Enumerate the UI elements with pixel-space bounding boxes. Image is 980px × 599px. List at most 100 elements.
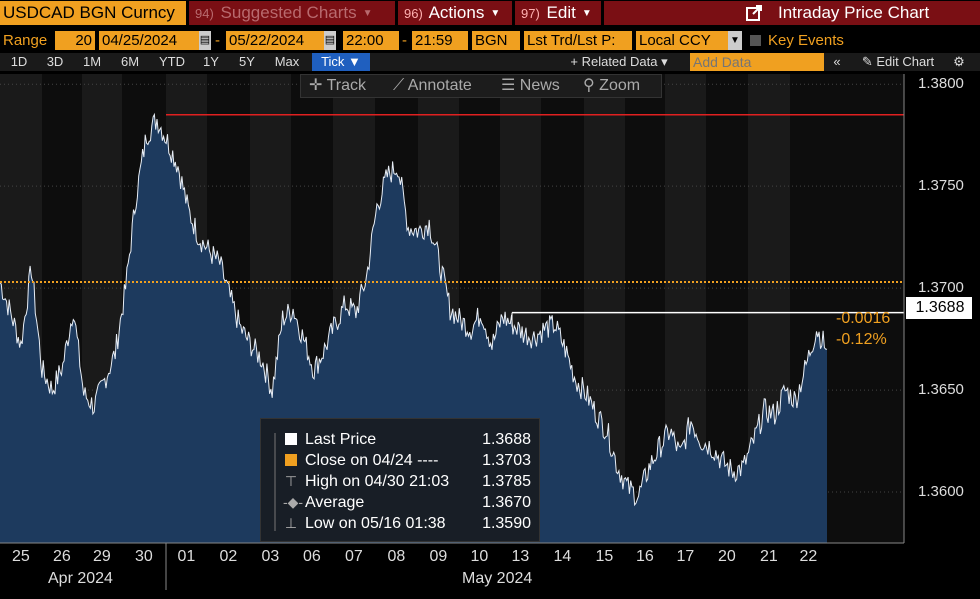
period-button-1m[interactable]: 1M (82, 54, 102, 69)
x-tick-label: 03 (261, 548, 280, 565)
x-tick-label: 01 (177, 548, 196, 565)
top-toolbar: USDCAD BGN Curncy 94) Suggested Charts ▼ … (0, 0, 980, 26)
edit-label: Edit (546, 3, 576, 22)
legend-high: ⊤ High on 04/30 21:03 1.3785 (261, 471, 541, 492)
legend-last-price-value: 1.3688 (482, 431, 531, 448)
news-tool[interactable]: ☰ News (501, 75, 560, 97)
ticker-field[interactable]: USDCAD BGN Curncy (0, 1, 186, 25)
legend-close-label: Close on 04/24 ---- (305, 452, 439, 469)
currency-field[interactable]: Local CCY (636, 31, 728, 50)
news-label: News (519, 77, 560, 94)
edit-chart-label: Edit Chart (876, 54, 935, 69)
zoom-tool[interactable]: ⚲ Zoom (583, 75, 640, 97)
x-tick-label: 07 (345, 548, 363, 565)
legend-average-value: 1.3670 (482, 494, 531, 511)
y-tick-label: 1.3800 (918, 75, 964, 93)
y-tick-label: 1.3750 (918, 177, 964, 195)
calendar-icon[interactable]: ▤ (199, 31, 211, 50)
chevron-down-icon: ▼ (581, 8, 592, 19)
related-data-button[interactable]: + Related Data ▾ (570, 54, 668, 69)
legend-close: Close on 04/24 ---- 1.3703 (261, 450, 541, 471)
add-data-input[interactable] (690, 53, 824, 71)
x-tick-label: 15 (595, 548, 614, 565)
legend-low: ⊥ Low on 05/16 01:38 1.3590 (261, 513, 541, 534)
x-tick-label: 20 (718, 548, 736, 565)
period-button-1d[interactable]: 1D (10, 54, 28, 69)
x-tick-label: 16 (636, 548, 654, 565)
last-price-box: 1.3688 (906, 297, 972, 319)
legend-high-label: High on 04/30 21:03 (305, 473, 450, 490)
range-dash: - (215, 32, 220, 49)
legend-box[interactable]: Last Price 1.3688 Close on 04/24 ---- 1.37… (260, 418, 540, 542)
white-swatch-icon (285, 433, 297, 445)
change-pct: -0.12% (836, 331, 887, 348)
key-events-checkbox[interactable] (750, 35, 761, 46)
collapse-icon[interactable]: « (833, 54, 841, 69)
annotate-tool[interactable]: ⟋ Annotate (393, 75, 472, 97)
future-band (827, 74, 904, 543)
x-tick-label: 30 (135, 548, 153, 565)
mode-field[interactable]: Lst Trd/Lst P: (524, 31, 632, 50)
legend-high-value: 1.3785 (482, 473, 531, 490)
actions-button[interactable]: 96) Actions ▼ (398, 1, 512, 25)
track-label: Track (326, 77, 366, 94)
x-tick-label: 26 (53, 548, 71, 565)
legend-average-label: Average (305, 494, 365, 511)
period-button-3d[interactable]: 3D (46, 54, 64, 69)
legend-average: -◆- Average 1.3670 (261, 492, 541, 513)
period-button-1y[interactable]: 1Y (203, 54, 219, 69)
y-tick-label: 1.3700 (918, 279, 964, 297)
edit-chart-button[interactable]: ✎ Edit Chart (852, 53, 944, 71)
chart-title: Intraday Price Chart (778, 3, 930, 22)
period-button-max[interactable]: Max (274, 54, 300, 69)
average-marker-icon: -◆- (283, 494, 304, 510)
price-line (0, 112, 828, 507)
y-tick-label: 1.3600 (918, 483, 964, 501)
low-marker-icon: ⊥ (284, 515, 298, 531)
end-date-field[interactable]: 05/22/2024 (226, 31, 324, 50)
actions-label: Actions (428, 3, 485, 22)
period-button-tick[interactable]: Tick ▼ (312, 53, 370, 71)
time-dash: - (402, 32, 407, 49)
zoom-label: Zoom (599, 77, 641, 94)
period-button-5y[interactable]: 5Y (239, 54, 255, 69)
magnifier-icon: ⚲ (583, 77, 595, 94)
x-tick-label: 10 (470, 548, 489, 565)
key-events-label: Key Events (768, 32, 844, 49)
change-abs: -0.0016 (836, 310, 891, 327)
x-tick-label: 08 (387, 548, 406, 565)
x-tick-label: 06 (303, 548, 321, 565)
period-button-ytd[interactable]: YTD (159, 54, 185, 69)
edit-number: 97) (521, 6, 540, 21)
range-label: Range (3, 32, 48, 49)
suggested-charts-button[interactable]: 94) Suggested Charts ▼ (189, 1, 395, 25)
legend-bracket (274, 433, 276, 531)
end-time-field[interactable]: 21:59 (412, 31, 468, 50)
legend-last-price: Last Price 1.3688 (261, 429, 541, 450)
chart-tools: ✛ Track ⟋ Annotate ☰ News ⚲ Zoom (300, 74, 662, 98)
actions-number: 96) (404, 6, 423, 21)
x-tick-label: 13 (511, 548, 530, 565)
x-tick-label: 29 (93, 548, 111, 565)
chevron-down-icon[interactable]: ▼ (728, 31, 742, 50)
edit-button[interactable]: 97) Edit ▼ (515, 1, 601, 25)
calendar-icon[interactable]: ▤ (324, 31, 336, 50)
track-tool[interactable]: ✛ Track (309, 75, 366, 97)
start-time-field[interactable]: 22:00 (343, 31, 399, 50)
pencil-icon: ✎ (861, 54, 873, 69)
suggested-charts-number: 94) (195, 6, 214, 21)
period-button-6m[interactable]: 6M (120, 54, 140, 69)
chevron-down-icon: ▼ (490, 8, 501, 19)
price-area (0, 114, 827, 543)
y-tick-label: 1.3650 (918, 381, 964, 399)
range-days-field[interactable]: 20 (55, 31, 95, 50)
x-tick-label: 25 (12, 548, 30, 565)
start-date-field[interactable]: 04/25/2024 (99, 31, 199, 50)
legend-low-value: 1.3590 (482, 515, 531, 532)
legend-close-value: 1.3703 (482, 452, 531, 469)
source-field[interactable]: BGN (472, 31, 520, 50)
x-tick-label: 09 (429, 548, 448, 565)
popout-icon[interactable] (746, 5, 762, 21)
month-label: May 2024 (462, 570, 533, 587)
gear-icon[interactable]: ⚙ (953, 54, 965, 69)
